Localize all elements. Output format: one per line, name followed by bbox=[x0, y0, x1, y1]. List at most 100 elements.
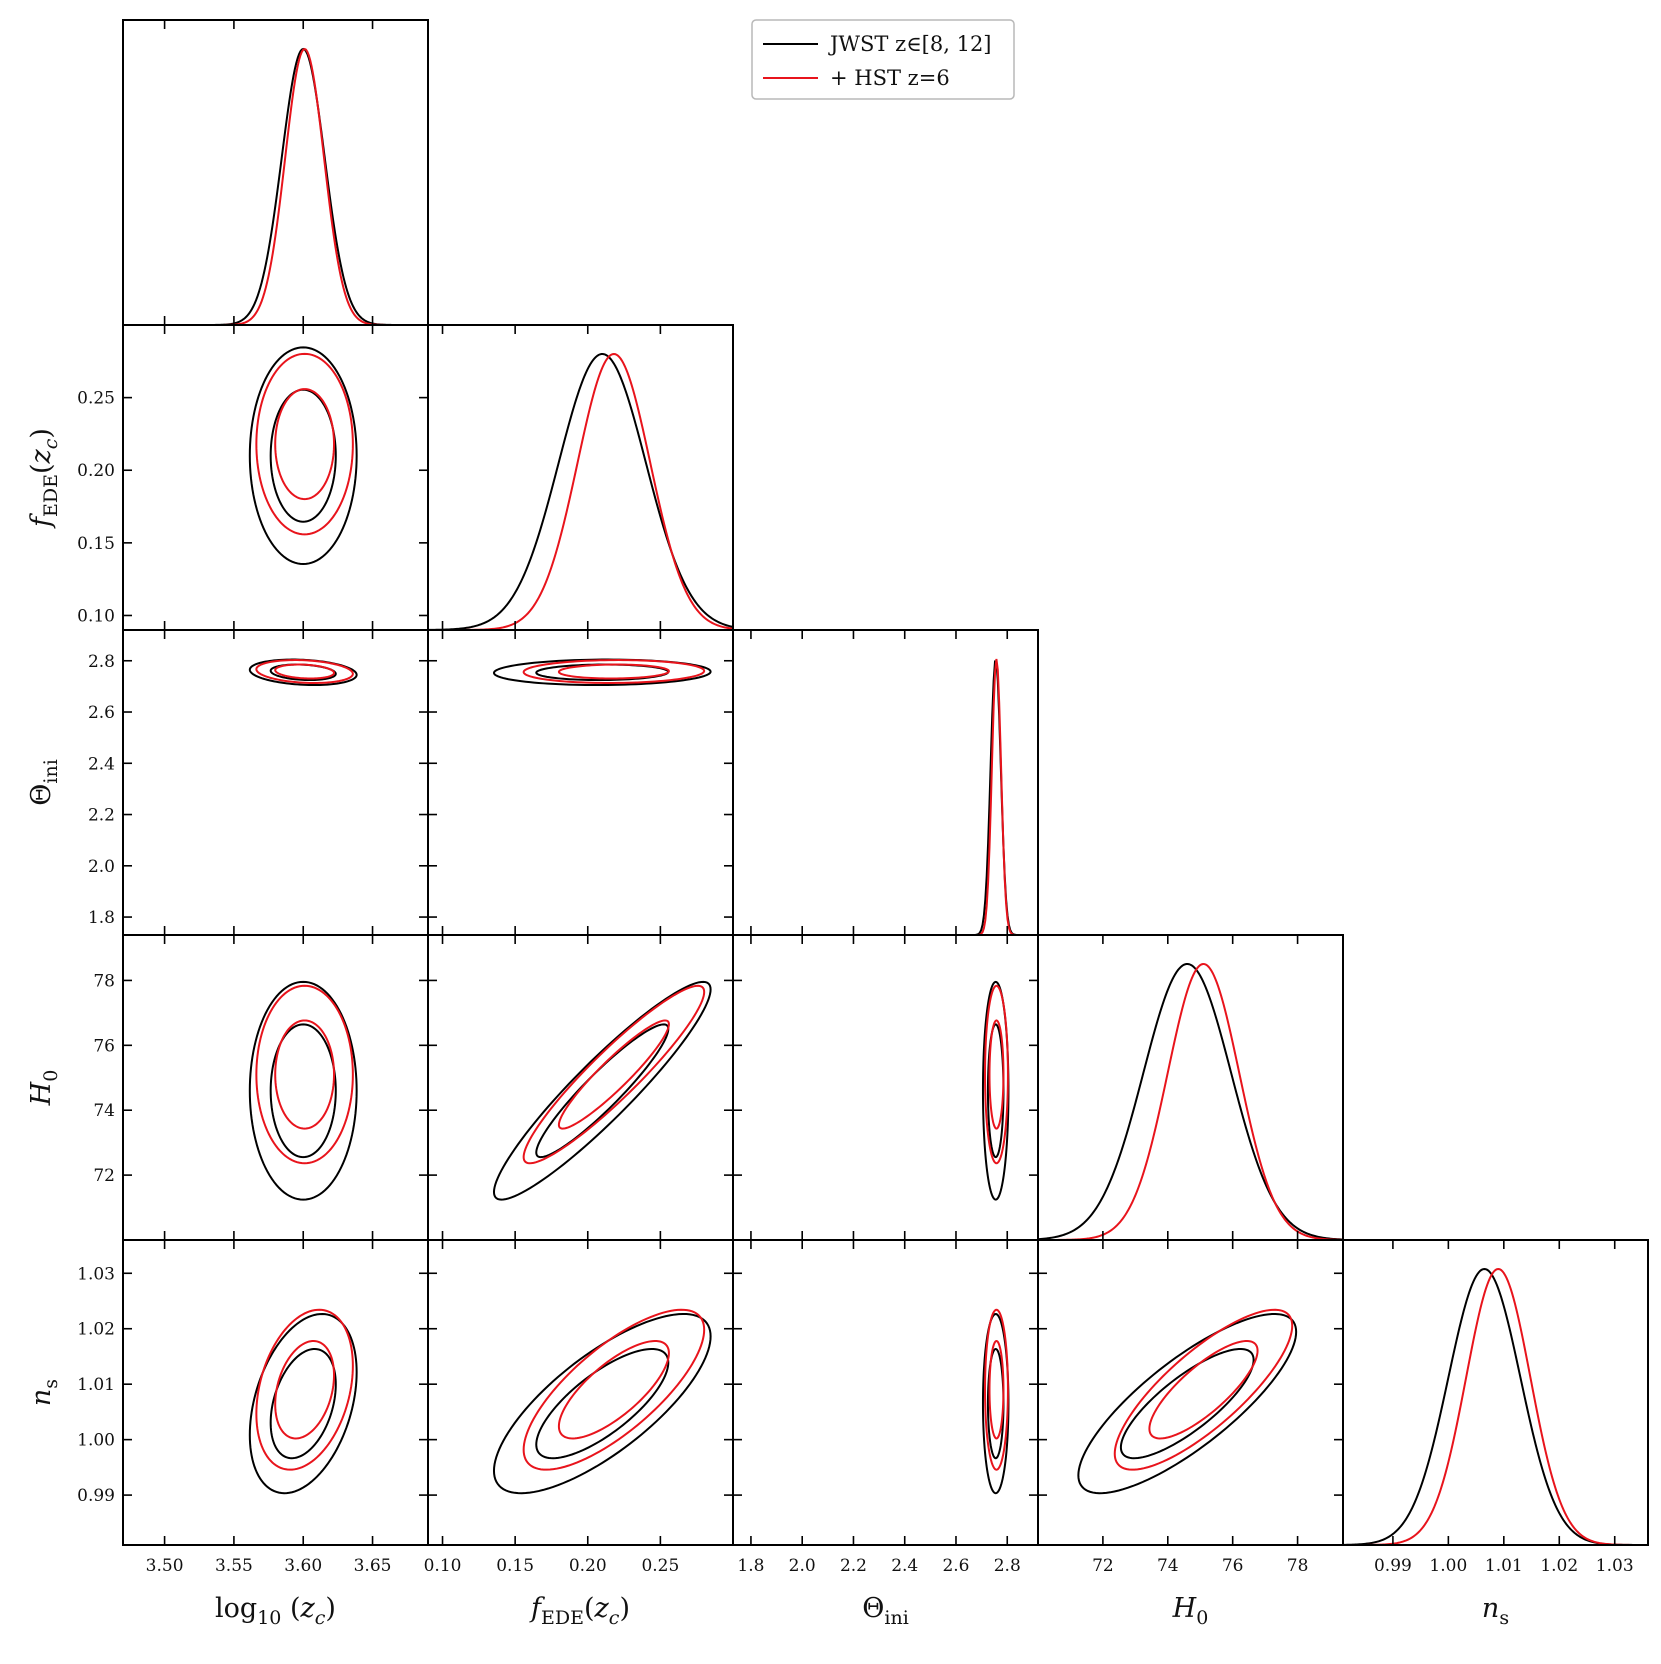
contour-95pct-series-0 bbox=[492, 1312, 712, 1495]
panel-logzc-H0 bbox=[122, 934, 429, 1241]
contour-68pct-series-0 bbox=[986, 1347, 1005, 1460]
contour-95pct-series-1 bbox=[255, 984, 354, 1165]
contour-68pct-series-0 bbox=[269, 1347, 337, 1460]
marginal-curve-fede-series-0 bbox=[428, 352, 733, 630]
panel-theta-ns bbox=[732, 1239, 1039, 1546]
x-tick-label-ns: 1.03 bbox=[1596, 1556, 1634, 1576]
x-tick-label-H0: 78 bbox=[1287, 1556, 1309, 1576]
panel-H0-ns bbox=[1037, 1239, 1344, 1546]
contour-68pct-series-1 bbox=[557, 663, 670, 680]
x-tick-label-ns: 1.01 bbox=[1485, 1556, 1523, 1576]
x-tick-label-H0: 76 bbox=[1222, 1556, 1244, 1576]
panel-frame bbox=[427, 324, 734, 631]
x-tick-label-theta: 2.2 bbox=[840, 1556, 867, 1576]
y-tick-label-ns: 1.01 bbox=[77, 1375, 115, 1395]
contour-95pct-series-0 bbox=[981, 1312, 1010, 1495]
contour-68pct-series-0 bbox=[535, 1023, 670, 1159]
contour-68pct-series-1 bbox=[274, 1019, 336, 1130]
x-tick-label-logzc: 3.55 bbox=[215, 1556, 253, 1576]
contour-95pct-series-1 bbox=[255, 659, 354, 684]
contour-68pct-series-0 bbox=[535, 1347, 670, 1460]
x-tick-label-theta: 1.8 bbox=[737, 1556, 764, 1576]
panel-frame bbox=[1342, 1239, 1649, 1546]
contour-95pct-series-0 bbox=[492, 980, 712, 1201]
x-tick-label-theta: 2.6 bbox=[942, 1556, 969, 1576]
contour-95pct-series-1 bbox=[522, 659, 706, 684]
contour-68pct-series-1 bbox=[557, 1019, 670, 1130]
contour-68pct-series-1 bbox=[988, 1339, 1005, 1440]
contour-68pct-series-0 bbox=[986, 1023, 1005, 1159]
y-tick-label-theta: 2.0 bbox=[88, 857, 115, 877]
panel-logzc-theta bbox=[122, 629, 429, 936]
panel-fede-ns bbox=[427, 1239, 734, 1546]
contour-95pct-series-0 bbox=[1077, 1312, 1298, 1495]
x-tick-label-fede: 0.20 bbox=[569, 1556, 607, 1576]
panel-theta-theta bbox=[732, 629, 1039, 936]
x-tick-label-ns: 0.99 bbox=[1374, 1556, 1412, 1576]
x-tick-label-H0: 74 bbox=[1157, 1556, 1179, 1576]
contour-68pct-series-1 bbox=[274, 1339, 336, 1440]
y-tick-label-H0: 74 bbox=[93, 1101, 115, 1121]
contour-95pct-series-1 bbox=[522, 1308, 706, 1471]
y-tick-label-theta: 2.6 bbox=[88, 703, 115, 723]
y-tick-label-fede: 0.15 bbox=[77, 534, 115, 554]
x-tick-label-theta: 2.0 bbox=[789, 1556, 816, 1576]
y-tick-label-ns: 1.00 bbox=[77, 1431, 115, 1451]
marginal-curve-ns-series-0 bbox=[1343, 1267, 1648, 1545]
panel-frame bbox=[122, 19, 429, 326]
y-axis-label-theta: Θini bbox=[26, 759, 62, 806]
y-tick-label-fede: 0.20 bbox=[77, 461, 115, 481]
x-tick-label-ns: 1.02 bbox=[1540, 1556, 1578, 1576]
contour-95pct-series-0 bbox=[248, 1312, 358, 1495]
contour-95pct-series-1 bbox=[522, 984, 706, 1165]
legend-label-series-0: JWST z∈[8, 12] bbox=[828, 32, 992, 56]
x-tick-label-logzc: 3.50 bbox=[146, 1556, 184, 1576]
panel-logzc-ns bbox=[122, 1239, 429, 1546]
y-tick-label-ns: 0.99 bbox=[77, 1486, 115, 1506]
panel-logzc-fede bbox=[122, 324, 429, 631]
panel-frame bbox=[1037, 1239, 1344, 1546]
y-axis-label-H0: H0 bbox=[26, 1070, 62, 1107]
contour-68pct-series-1 bbox=[988, 1019, 1005, 1130]
x-tick-label-fede: 0.25 bbox=[641, 1556, 679, 1576]
contour-95pct-series-0 bbox=[248, 346, 358, 566]
y-tick-label-ns: 1.03 bbox=[77, 1264, 115, 1284]
y-tick-label-fede: 0.25 bbox=[77, 389, 115, 409]
panel-frame bbox=[732, 1239, 1039, 1546]
x-tick-label-ns: 1.00 bbox=[1429, 1556, 1467, 1576]
marginal-curve-logzc-series-0 bbox=[123, 47, 428, 325]
contour-68pct-series-0 bbox=[269, 1023, 337, 1159]
panel-fede-H0 bbox=[427, 934, 734, 1241]
x-axis-label-fede: fEDE(zc) bbox=[529, 1593, 630, 1629]
x-tick-label-theta: 2.8 bbox=[994, 1556, 1021, 1576]
contour-68pct-series-1 bbox=[1148, 1339, 1259, 1440]
legend-box bbox=[751, 19, 1015, 100]
contour-95pct-series-1 bbox=[1113, 1308, 1294, 1471]
legend: JWST z∈[8, 12] + HST z=6 bbox=[751, 19, 1015, 100]
y-axis-label-fede: fEDE(zc) bbox=[26, 428, 62, 529]
y-tick-label-H0: 78 bbox=[93, 971, 115, 991]
panel-theta-H0 bbox=[732, 934, 1039, 1241]
contour-95pct-series-1 bbox=[255, 1308, 354, 1471]
contour-95pct-series-0 bbox=[248, 980, 358, 1201]
x-tick-label-fede: 0.10 bbox=[424, 1556, 462, 1576]
x-axis-label-logzc: log10 (zc) bbox=[215, 1593, 336, 1629]
x-tick-label-theta: 2.4 bbox=[891, 1556, 918, 1576]
y-tick-label-theta: 2.4 bbox=[88, 754, 115, 774]
y-tick-label-theta: 2.8 bbox=[88, 652, 115, 672]
contour-68pct-series-1 bbox=[557, 1339, 670, 1440]
panel-ns-ns bbox=[1342, 1239, 1649, 1546]
contour-68pct-series-1 bbox=[274, 388, 336, 501]
marginal-curve-theta-series-1 bbox=[733, 658, 1038, 935]
y-tick-label-fede: 0.10 bbox=[77, 606, 115, 626]
x-axis-label-ns: ns bbox=[1482, 1593, 1509, 1629]
y-tick-label-theta: 2.2 bbox=[88, 806, 115, 826]
contour-95pct-series-1 bbox=[255, 352, 354, 536]
marginal-curve-H0-series-1 bbox=[1038, 962, 1343, 1240]
x-axis-label-theta: Θini bbox=[862, 1593, 909, 1629]
legend-label-series-1: + HST z=6 bbox=[830, 66, 950, 90]
contour-95pct-series-1 bbox=[984, 1308, 1009, 1471]
contour-68pct-series-0 bbox=[269, 388, 337, 523]
x-tick-label-fede: 0.15 bbox=[496, 1556, 534, 1576]
